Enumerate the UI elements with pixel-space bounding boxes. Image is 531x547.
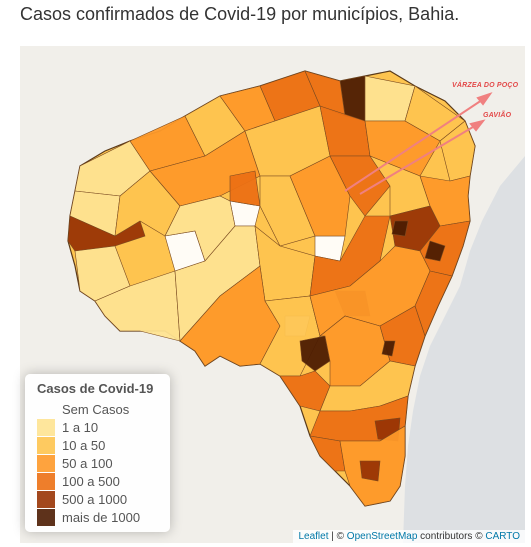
legend-label: 10 a 50 xyxy=(62,437,106,453)
legend-label: 500 a 1000 xyxy=(62,491,128,507)
annotation-arrows xyxy=(344,92,493,195)
annotation-gaviao: GAVIÃO xyxy=(483,112,512,119)
legend-item: 10 a 50 xyxy=(37,436,160,454)
municipality[interactable] xyxy=(439,120,476,182)
municipality[interactable] xyxy=(179,265,281,367)
legend-item: 50 a 100 xyxy=(37,454,160,472)
legend-label: 1 a 10 xyxy=(62,419,99,435)
ocean xyxy=(403,156,525,543)
municipality[interactable] xyxy=(391,220,409,237)
legend-swatch xyxy=(37,490,55,508)
legend-swatch xyxy=(37,472,55,490)
legend-item: 100 a 500 xyxy=(37,472,160,490)
municipality[interactable] xyxy=(364,120,441,177)
legend-title: Casos de Covid-19 xyxy=(37,381,154,396)
legend-item: 1 a 10 xyxy=(37,418,160,436)
municipality[interactable] xyxy=(424,240,446,262)
legend-label: Sem Casos xyxy=(62,401,130,417)
legend-label: 50 a 100 xyxy=(62,455,113,471)
municipality[interactable] xyxy=(309,435,346,472)
attribution-contrib: contributors © xyxy=(417,531,486,542)
legend-item: mais de 1000 xyxy=(37,508,160,526)
legend-swatch xyxy=(37,454,55,472)
legend: Casos de Covid-19 Sem Casos 1 a 10 10 a … xyxy=(25,374,170,532)
leaflet-link[interactable]: Leaflet xyxy=(298,531,329,542)
attribution-sep: | © xyxy=(328,531,347,542)
legend-swatch xyxy=(37,508,55,526)
carto-link[interactable]: CARTO xyxy=(485,531,520,542)
legend-swatch xyxy=(37,418,55,436)
legend-swatch xyxy=(37,436,55,454)
legend-swatch xyxy=(37,401,55,418)
municipality[interactable] xyxy=(381,340,396,357)
municipality[interactable] xyxy=(259,175,316,247)
page-title: Casos confirmados de Covid-19 por municí… xyxy=(20,4,460,24)
legend-item: 500 a 1000 xyxy=(37,490,160,508)
map-attribution: Leaflet | © OpenStreetMap contributors ©… xyxy=(293,530,525,543)
osm-link[interactable]: OpenStreetMap xyxy=(346,531,418,542)
municipality[interactable] xyxy=(414,270,453,337)
legend-item: Sem Casos xyxy=(37,400,160,418)
municipality[interactable] xyxy=(299,335,331,372)
municipality[interactable] xyxy=(359,460,381,482)
map-canvas[interactable] xyxy=(20,46,525,543)
annotation-varzea: VÁRZEA DO POÇO xyxy=(452,82,519,89)
map[interactable]: VÁRZEA DO POÇO GAVIÃO Leaflet | © OpenSt… xyxy=(20,46,525,543)
legend-label: mais de 1000 xyxy=(62,509,141,525)
municipality[interactable] xyxy=(289,155,351,237)
municipality[interactable] xyxy=(229,170,261,207)
legend-label: 100 a 500 xyxy=(62,473,120,489)
